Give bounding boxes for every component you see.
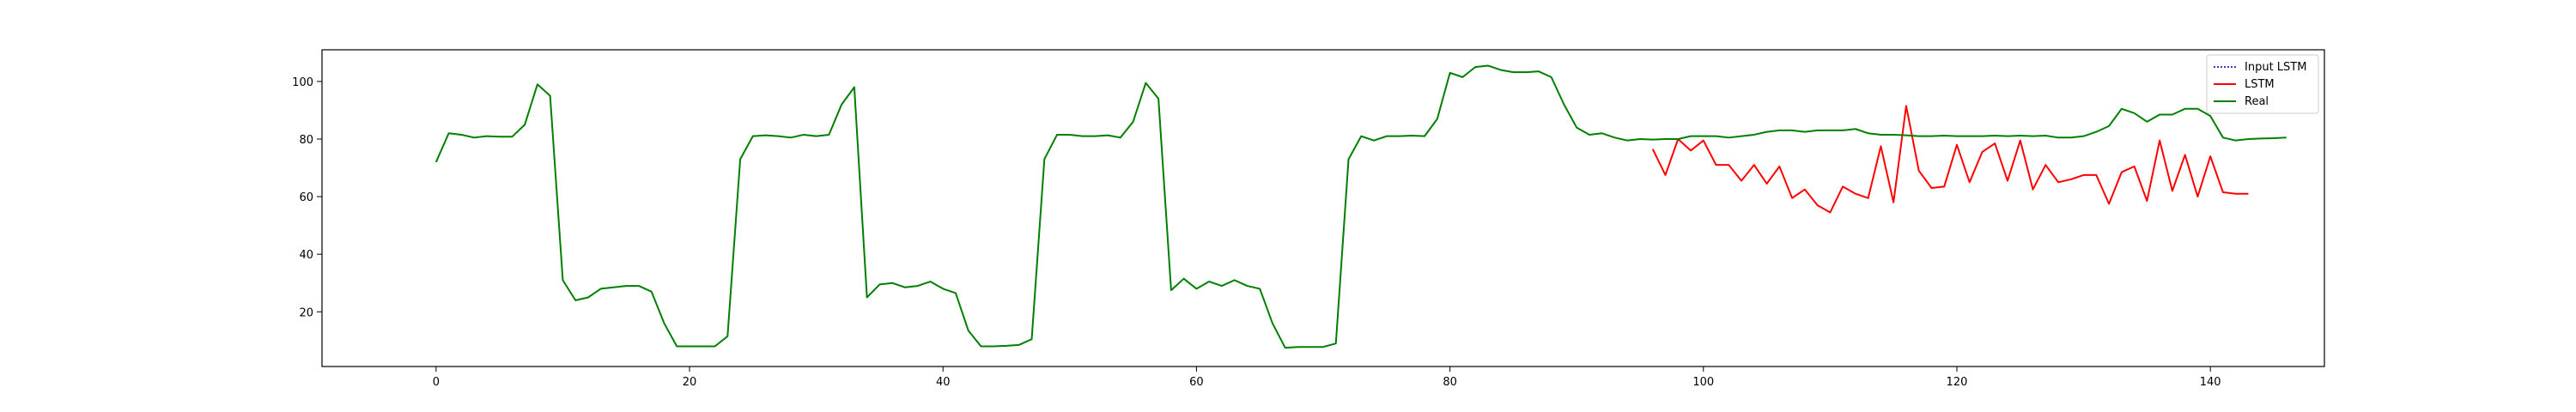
legend: Input LSTM LSTM Real <box>2206 54 2319 114</box>
x-tick-label: 80 <box>1443 376 1457 389</box>
series-line-lstm <box>1651 105 2249 214</box>
x-tick-label: 20 <box>683 376 697 389</box>
series-line-real <box>434 64 2287 349</box>
x-tick-label: 140 <box>2200 376 2221 389</box>
y-axis: 20 40 60 80 100 <box>292 76 322 319</box>
x-tick-label: 0 <box>433 376 440 389</box>
y-tick-label: 60 <box>299 191 313 204</box>
x-tick-label: 40 <box>936 376 951 389</box>
x-tick-label: 60 <box>1189 376 1204 389</box>
x-tick-label: 100 <box>1692 376 1714 389</box>
series-layer <box>434 64 2287 349</box>
legend-label-input-lstm: Input LSTM <box>2245 61 2306 74</box>
plot-frame <box>321 49 2325 367</box>
y-tick-label: 100 <box>292 76 313 89</box>
y-tick-label: 40 <box>299 249 313 262</box>
legend-box <box>2206 54 2319 114</box>
legend-label-real: Real <box>2245 95 2269 108</box>
x-axis: 0 20 40 60 80 100 120 140 <box>433 367 2221 389</box>
legend-label-lstm: LSTM <box>2245 78 2275 91</box>
y-tick-label: 20 <box>299 306 313 319</box>
x-tick-label: 120 <box>1947 376 1968 389</box>
y-tick-label: 80 <box>299 134 313 147</box>
